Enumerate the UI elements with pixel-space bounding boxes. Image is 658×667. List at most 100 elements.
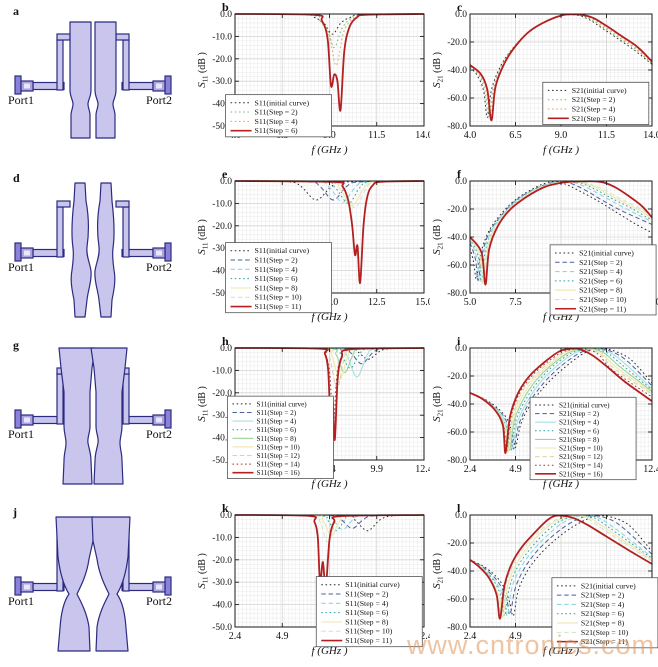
port2-label: Port2 — [146, 594, 172, 608]
legend-label: S11(Step = 10) — [345, 627, 392, 636]
port2-label: Port2 — [146, 260, 172, 274]
legend-label: S11(Step = 10) — [256, 443, 300, 451]
x-tick-label: 11.5 — [598, 130, 615, 141]
y-axis-label: S11 (dB ) — [196, 553, 210, 589]
legend-label: S11(initial curve) — [256, 400, 307, 408]
y-axis-label: S11 (dB ) — [196, 386, 210, 422]
panel-letter: f — [457, 167, 462, 181]
resonator-shape — [91, 516, 131, 652]
panel-letter: e — [222, 167, 228, 181]
chart-b: 4.06.59.011.514.00.0-10.0-20.0-30.0-40.0… — [196, 0, 430, 156]
x-tick-label: 2.4 — [229, 631, 242, 642]
legend-label: S11(Step = 4) — [256, 418, 296, 426]
chart-panel-i-s21: 2.44.97.49.912.40.0-20.0-40.0-60.0-80.0f… — [430, 334, 658, 500]
y-tick-label: -60.0 — [447, 595, 467, 605]
chart-panel-h-s11: 2.44.97.49.912.40.0-10.0-20.0-30.0-40.0-… — [195, 334, 430, 500]
legend-label: S21(Step = 4) — [579, 267, 623, 276]
y-tick-label: -40.0 — [447, 233, 467, 243]
port1-label: Port1 — [8, 93, 34, 107]
schematic-panel-j: j Port1 Port2 — [0, 501, 195, 667]
chart-c: 4.0 6.5 9.0 11.5 14.0 0.0 -20.0 -40.0 -60.0 -80.0… — [431, 0, 658, 156]
y-tick-label: -40.0 — [212, 601, 232, 611]
y-tick-label: -50.0 — [212, 623, 232, 633]
y-tick-label: 0.0 — [220, 177, 232, 187]
x-axis-label: f (GHz ) — [543, 478, 579, 490]
y-tick-label: -20.0 — [212, 222, 232, 232]
curve-s21-step-6- — [469, 13, 653, 122]
y-tick-label: -20.0 — [212, 556, 232, 566]
x-tick-label: 4.9 — [276, 631, 289, 642]
legend-label: S21(Step = 16) — [559, 470, 603, 478]
y-tick-label: 0.0 — [220, 10, 232, 20]
y-tick-label: 0.0 — [455, 344, 467, 354]
chart-panel-b-s11: 4.06.59.011.514.00.0-10.0-20.0-30.0-40.0… — [195, 0, 430, 166]
curve-s21-step-10- — [469, 180, 653, 284]
curve-s21-step-11- — [469, 180, 653, 286]
chart-l: 2.44.97.49.912.40.0-20.0-40.0-60.0-80.0f… — [431, 501, 658, 657]
watermark-text: www.cntronics.com — [406, 630, 655, 660]
x-axis-label: f (GHz ) — [311, 311, 347, 323]
x-tick-label: 12.5 — [368, 297, 386, 308]
legend-label: S11(Step = 10) — [255, 293, 302, 302]
x-axis-label: f (GHz ) — [311, 144, 347, 156]
legend: S21(initial curve)S21(Step = 2)S21(Step … — [551, 577, 658, 649]
right-half — [91, 516, 172, 652]
y-axis-label: S21 (dB ) — [431, 386, 445, 422]
legend-label: S21(Step = 12) — [559, 453, 603, 461]
legend-label: S11(Step = 6) — [345, 608, 388, 617]
x-tick-label: 4.0 — [464, 130, 477, 141]
y-tick-label: -20.0 — [447, 38, 467, 48]
curve-s21-step-2- — [469, 181, 653, 281]
chart-e: 5.07.510.012.515.00.0-10.0-20.0-30.0-40.… — [196, 167, 430, 323]
right-half — [94, 21, 172, 139]
y-tick-label: -20.0 — [212, 389, 232, 399]
legend-label: S21(Step = 8) — [581, 619, 625, 628]
y-tick-label: -80.0 — [447, 289, 467, 299]
curve-s11-step-11- — [234, 180, 425, 284]
curve-s21-step-8- — [469, 514, 653, 618]
legend-label: S21(Step = 10) — [559, 445, 603, 453]
left-half — [14, 21, 92, 139]
legend-label: S21(Step = 6) — [579, 276, 623, 285]
legend-label: S21(Step = 4) — [572, 105, 616, 114]
right-half — [94, 182, 172, 318]
legend-label: S11(initial curve) — [255, 246, 310, 255]
chart-panel-c-s21: 4.0 6.5 9.0 11.5 14.0 0.0 -20.0 -40.0 -60.0 -80.0… — [430, 0, 658, 166]
resonator-shape — [69, 21, 92, 139]
legend-label: S11(Step = 8) — [256, 435, 296, 443]
y-tick-label: -40.0 — [447, 567, 467, 577]
panel-letter: b — [222, 0, 229, 14]
x-tick-label: 14.0 — [415, 130, 430, 141]
panel-letter: j — [12, 505, 17, 519]
curve-s21-initial-curve- — [469, 348, 653, 448]
x-axis-label: f (GHz ) — [311, 478, 347, 490]
legend-label: S11(Step = 8) — [345, 617, 388, 626]
x-tick-label: 2.4 — [464, 631, 477, 642]
y-axis-label: S11 (dB ) — [196, 52, 210, 88]
legend-label: S21(Step = 2) — [572, 95, 616, 104]
x-tick-label: 15.0 — [415, 297, 430, 308]
legend-label: S21(initial curve) — [579, 248, 634, 257]
y-tick-label: -80.0 — [447, 456, 467, 466]
y-tick-label: -40.0 — [212, 100, 232, 110]
y-tick-label: -10.0 — [212, 199, 232, 209]
y-tick-label: -10.0 — [212, 32, 232, 42]
legend-label: S11(Step = 6) — [255, 126, 298, 135]
legend-label: S11(Step = 8) — [255, 283, 298, 292]
curve-s11-step-6- — [234, 13, 425, 112]
y-tick-label: -50.0 — [212, 289, 232, 299]
legend-label: S11(Step = 4) — [345, 599, 388, 608]
y-tick-label: -40.0 — [212, 434, 232, 444]
panel-letter: g — [13, 338, 19, 352]
panel-letter: l — [457, 501, 461, 515]
left-half — [14, 182, 92, 318]
y-tick-label: -20.0 — [447, 539, 467, 549]
legend-label: S21(Step = 2) — [579, 258, 623, 267]
x-tick-label: 7.5 — [509, 297, 522, 308]
panel-letter: k — [222, 501, 229, 515]
legend: S11(initial curve)S11(Step = 2)S11(Step … — [225, 242, 332, 314]
right-half — [90, 347, 172, 485]
x-tick-label: 6.5 — [509, 130, 522, 141]
resonator-shape — [94, 21, 117, 139]
y-axis-label: S21 (dB ) — [431, 52, 445, 88]
